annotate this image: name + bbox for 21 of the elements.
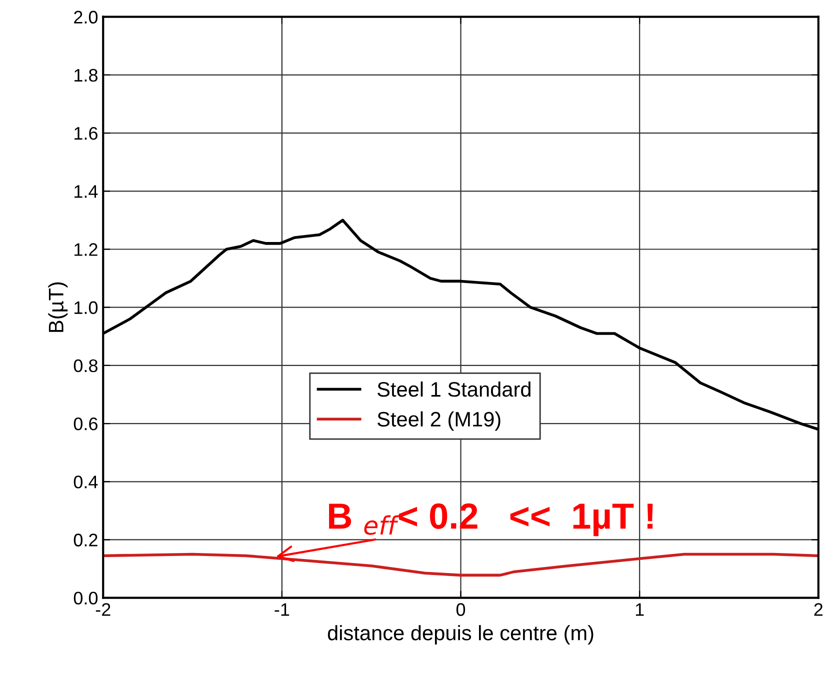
y-tick-label: 1.6 — [74, 126, 98, 140]
y-tick-label: 1.0 — [74, 301, 98, 314]
y-tick-label: 0.4 — [74, 476, 98, 488]
y-tick-label: 1.4 — [74, 185, 98, 198]
x-axis-title: distance depuis le centre (m) — [328, 625, 594, 645]
y-tick-label: 1.2 — [74, 243, 98, 256]
x-tick-label: 2 — [814, 603, 823, 616]
y-axis-title: B(µT) — [48, 282, 68, 332]
legend-label: Steel 2 (M19) — [378, 411, 500, 431]
y-tick-label: 0.2 — [74, 534, 98, 546]
y-tick-label: 2.0 — [74, 10, 98, 24]
x-tick-label: -1 — [274, 603, 290, 616]
line-series — [103, 552, 818, 577]
legend-label: Steel 1 Standard — [378, 381, 530, 397]
x-tick-label: 0 — [456, 603, 466, 616]
x-tick-label: -2 — [96, 603, 110, 616]
x-tick-label: 1 — [636, 603, 644, 616]
y-tick-label: 0.0 — [74, 592, 98, 605]
y-tick-label: 0.8 — [74, 359, 98, 372]
y-tick-label: 0.6 — [74, 417, 98, 430]
y-tick-label: 1.8 — [74, 68, 98, 82]
